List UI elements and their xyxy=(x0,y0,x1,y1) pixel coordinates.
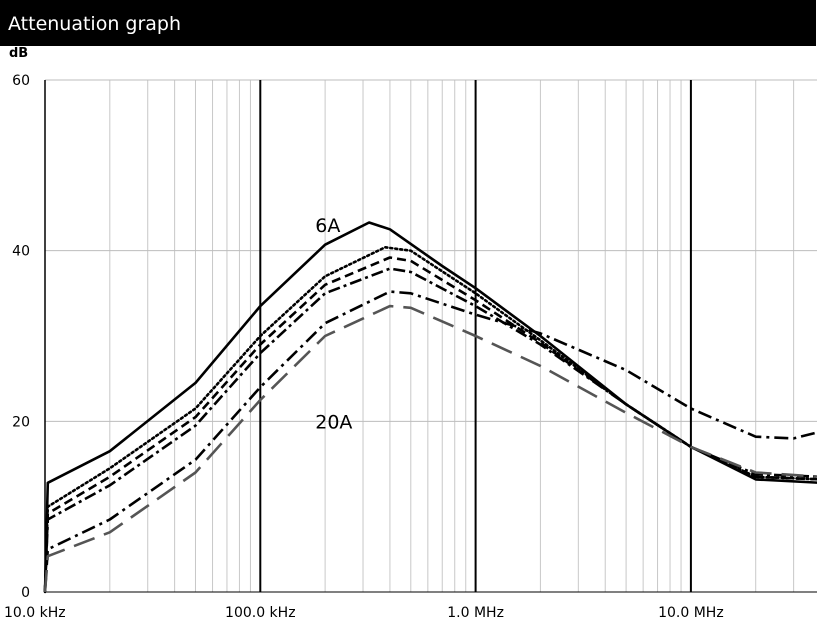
series-line-6 xyxy=(43,304,817,593)
x-tick-label: 10.0 kHz xyxy=(4,605,66,621)
title-bar: Attenuation graph xyxy=(0,0,816,46)
x-tick-label: 10.0 MHz xyxy=(658,605,724,621)
y-tick-label: 0 xyxy=(21,585,30,601)
annotations: 6A 20A xyxy=(315,215,352,433)
series-group xyxy=(43,221,817,594)
chart-title: Attenuation graph xyxy=(8,13,182,35)
y-tick-label: 40 xyxy=(12,244,30,260)
series-annotation: 6A xyxy=(315,215,340,237)
series-line-3 xyxy=(43,256,817,593)
y-tick-label: 20 xyxy=(12,414,30,430)
y-axis-label: dB xyxy=(9,46,29,61)
series-line-4 xyxy=(43,267,817,593)
series-annotation: 20A xyxy=(315,411,352,433)
series-line-1 xyxy=(43,221,817,593)
ticks: 0 20 40 60 10.0 kHz 100.0 kHz 1.0 MHz 10.0 MHz xyxy=(4,73,724,621)
series-line-5 xyxy=(43,290,817,593)
x-tick-label: 100.0 kHz xyxy=(225,605,296,621)
y-tick-label: 60 xyxy=(12,73,30,89)
grid xyxy=(44,79,817,593)
x-tick-label: 1.0 MHz xyxy=(447,605,504,621)
